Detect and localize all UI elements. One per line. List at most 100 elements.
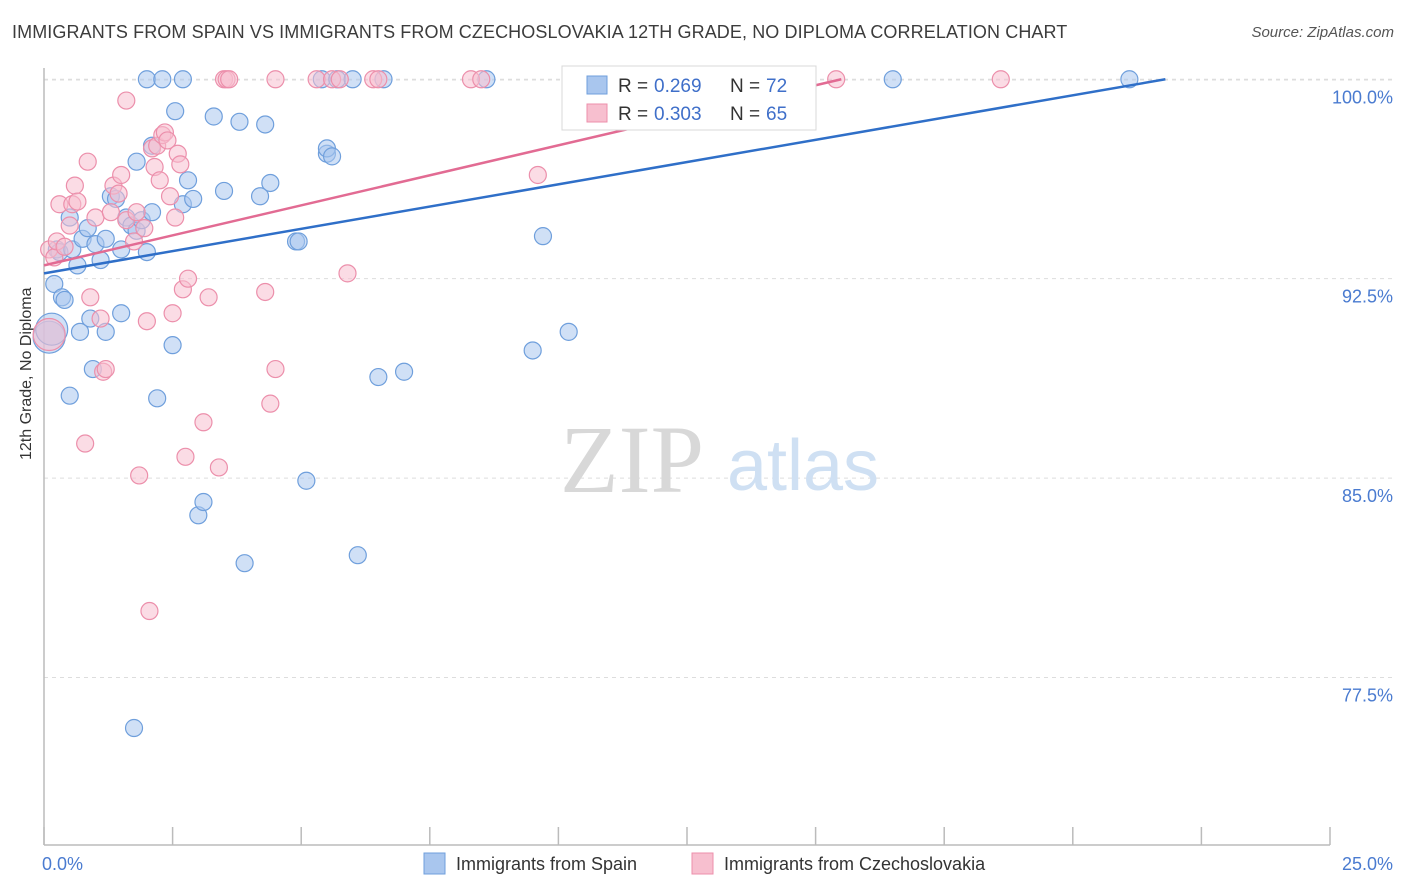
point-czechoslovakia (163, 304, 182, 323)
point-czechoslovakia (109, 184, 128, 203)
point-czechoslovakia (112, 165, 131, 185)
point-czechoslovakia (76, 434, 95, 453)
point-spain (297, 471, 316, 490)
point-spain (235, 554, 254, 573)
point-czechoslovakia (472, 70, 491, 89)
point-czechoslovakia (130, 466, 149, 485)
point-spain (127, 152, 146, 171)
point-czechoslovakia (60, 216, 79, 235)
point-czechoslovakia (199, 288, 218, 307)
point-czechoslovakia (209, 458, 228, 477)
point-czechoslovakia (158, 131, 177, 150)
stats-r-value-czechoslovakia: 0.303 (654, 104, 702, 125)
stats-swatch-spain (586, 75, 608, 95)
point-czechoslovakia (330, 70, 349, 89)
point-czechoslovakia (220, 70, 239, 89)
point-spain (137, 70, 156, 89)
point-czechoslovakia (266, 359, 285, 379)
point-czechoslovakia (338, 264, 357, 283)
point-czechoslovakia (65, 176, 84, 195)
point-spain (348, 546, 367, 565)
stats-n-value-czechoslovakia: 65 (766, 104, 787, 125)
point-czechoslovakia (991, 70, 1010, 89)
legend-swatch-czechoslovakia (691, 852, 714, 875)
point-czechoslovakia (307, 70, 326, 89)
point-czechoslovakia (68, 192, 87, 211)
point-spain (533, 227, 553, 246)
legend-label-czechoslovakia: Immigrants from Czechoslovakia (724, 854, 986, 874)
point-czechoslovakia (166, 208, 185, 227)
point-czechoslovakia (266, 70, 285, 89)
point-spain (124, 718, 144, 738)
stats-n-label-czechoslovakia: N = (730, 104, 760, 125)
point-czechoslovakia (81, 288, 100, 307)
point-czechoslovakia (178, 269, 198, 288)
point-czechoslovakia (127, 203, 146, 222)
point-spain (70, 322, 90, 341)
stats-r-label-czechoslovakia: R = (618, 104, 648, 125)
y-tick-label: 85.0% (1342, 486, 1393, 506)
y-tick-label: 100.0% (1332, 87, 1393, 107)
point-czechoslovakia (117, 91, 136, 110)
stats-r-label-spain: R = (618, 76, 648, 97)
point-spain (261, 173, 280, 193)
point-czechoslovakia (91, 309, 110, 328)
point-spain (60, 386, 79, 405)
point-spain (112, 304, 131, 323)
point-czechoslovakia (369, 70, 388, 89)
point-spain (256, 115, 275, 134)
point-czechoslovakia (194, 413, 213, 432)
point-spain (214, 181, 234, 201)
point-spain (96, 229, 115, 248)
point-czechoslovakia (528, 165, 547, 185)
point-czechoslovakia (150, 171, 169, 190)
stats-legend: R = 0.269 N = 72 R = 0.303 N = 65 (561, 65, 817, 131)
chart-title: IMMIGRANTS FROM SPAIN VS IMMIGRANTS FROM… (12, 22, 1068, 42)
gridlines (44, 78, 1392, 678)
point-czechoslovakia (160, 187, 180, 206)
source-note: Source: ZipAtlas.com (1251, 24, 1394, 41)
point-czechoslovakia (101, 203, 120, 222)
series-spain-points (32, 70, 1139, 738)
point-spain (163, 336, 182, 355)
point-spain (250, 187, 270, 206)
point-czechoslovakia (137, 312, 156, 331)
point-spain (322, 147, 342, 166)
y-tick-label: 92.5% (1342, 287, 1393, 307)
watermark-zip: ZIP (560, 406, 704, 513)
trend-line-spain (43, 78, 1166, 275)
point-spain (153, 70, 172, 89)
point-spain (142, 203, 162, 222)
point-czechoslovakia (176, 447, 195, 466)
series-czechoslovakia-points (32, 70, 1010, 621)
point-spain (230, 112, 249, 131)
watermark-atlas: atlas (727, 426, 879, 506)
point-spain (148, 389, 167, 408)
point-czechoslovakia (171, 155, 190, 174)
legend-label-spain: Immigrants from Spain (456, 854, 637, 874)
point-spain (166, 102, 185, 121)
point-spain (523, 341, 542, 360)
point-spain (178, 171, 198, 190)
point-czechoslovakia (55, 237, 74, 256)
point-spain (55, 290, 74, 310)
point-czechoslovakia (135, 219, 154, 238)
point-spain (883, 70, 902, 89)
axes (43, 68, 1331, 846)
point-czechoslovakia (140, 601, 159, 621)
point-spain (184, 189, 203, 209)
x-tick-label: 0.0% (42, 854, 83, 874)
stats-swatch-czechoslovakia (586, 103, 608, 123)
legend-swatch-spain (423, 852, 446, 875)
tick-labels: 100.0% 92.5% 85.0% 77.5% 0.0% 25.0% (42, 87, 1393, 874)
point-czechoslovakia (86, 208, 105, 227)
point-spain (394, 362, 414, 381)
stats-n-value-spain: 72 (766, 76, 787, 97)
point-spain (204, 107, 223, 126)
bottom-legend: Immigrants from Spain Immigrants from Cz… (423, 852, 986, 875)
stats-r-value-spain: 0.269 (654, 76, 702, 97)
x-tick-label: 25.0% (1342, 854, 1393, 874)
point-spain (369, 367, 388, 387)
point-czechoslovakia (261, 394, 280, 413)
